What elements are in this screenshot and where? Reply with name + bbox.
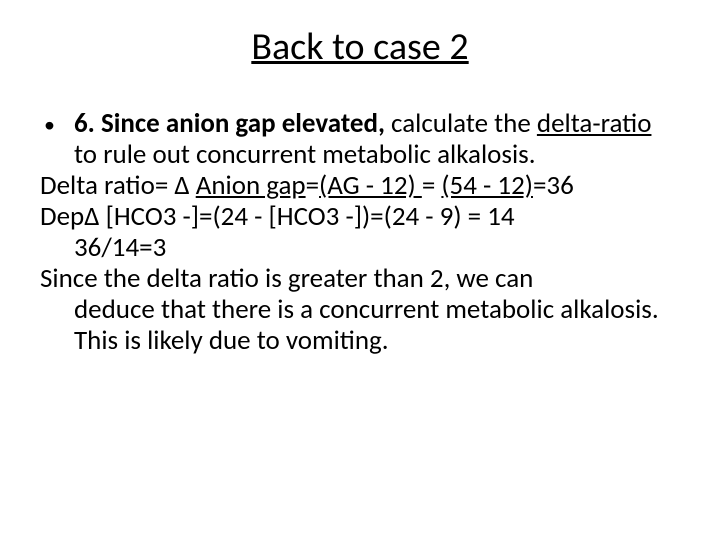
- bullet-tail1: calculate the: [385, 107, 537, 140]
- bullet-item: • 6. Since anion gap elevated, calculate…: [40, 108, 680, 170]
- line-conclusion-wrap: Since the delta ratio is greater than 2,…: [40, 263, 680, 356]
- line2-post: =36: [533, 169, 574, 202]
- line2-u2: (AG - 12): [319, 169, 422, 202]
- delta-ratio-term: delta-ratio: [537, 107, 652, 140]
- slide: Back to case 2 • 6. Since anion gap elev…: [0, 0, 720, 540]
- line-conclusion-cont: deduce that there is a concurrent metabo…: [40, 294, 680, 356]
- bullet-tail2: to rule out concurrent metabolic alkalos…: [74, 138, 536, 171]
- line2-u3: (54 - 12): [441, 169, 533, 202]
- line-delta-ratio: Delta ratio= Δ Anion gap=(AG - 12) = (54…: [40, 170, 680, 201]
- slide-body: • 6. Since anion gap elevated, calculate…: [40, 108, 680, 356]
- bullet-marker: •: [40, 108, 74, 170]
- bullet-text: 6. Since anion gap elevated, calculate t…: [74, 108, 680, 170]
- line-ratio-calc: 36/14=3: [40, 232, 680, 263]
- line2-eq: =: [306, 169, 319, 202]
- line2-mid: =: [422, 169, 442, 202]
- line2-pre: Delta ratio= Δ: [40, 169, 196, 202]
- slide-title: Back to case 2: [40, 24, 680, 70]
- line-conclusion: Since the delta ratio is greater than 2,…: [40, 263, 680, 294]
- line2-u1: Anion gap: [196, 169, 306, 202]
- line-dep-delta: DepΔ [HCO3 -]=(24 - [HCO3 -])=(24 - 9) =…: [40, 201, 680, 232]
- bullet-lead: 6. Since anion gap elevated,: [74, 107, 385, 140]
